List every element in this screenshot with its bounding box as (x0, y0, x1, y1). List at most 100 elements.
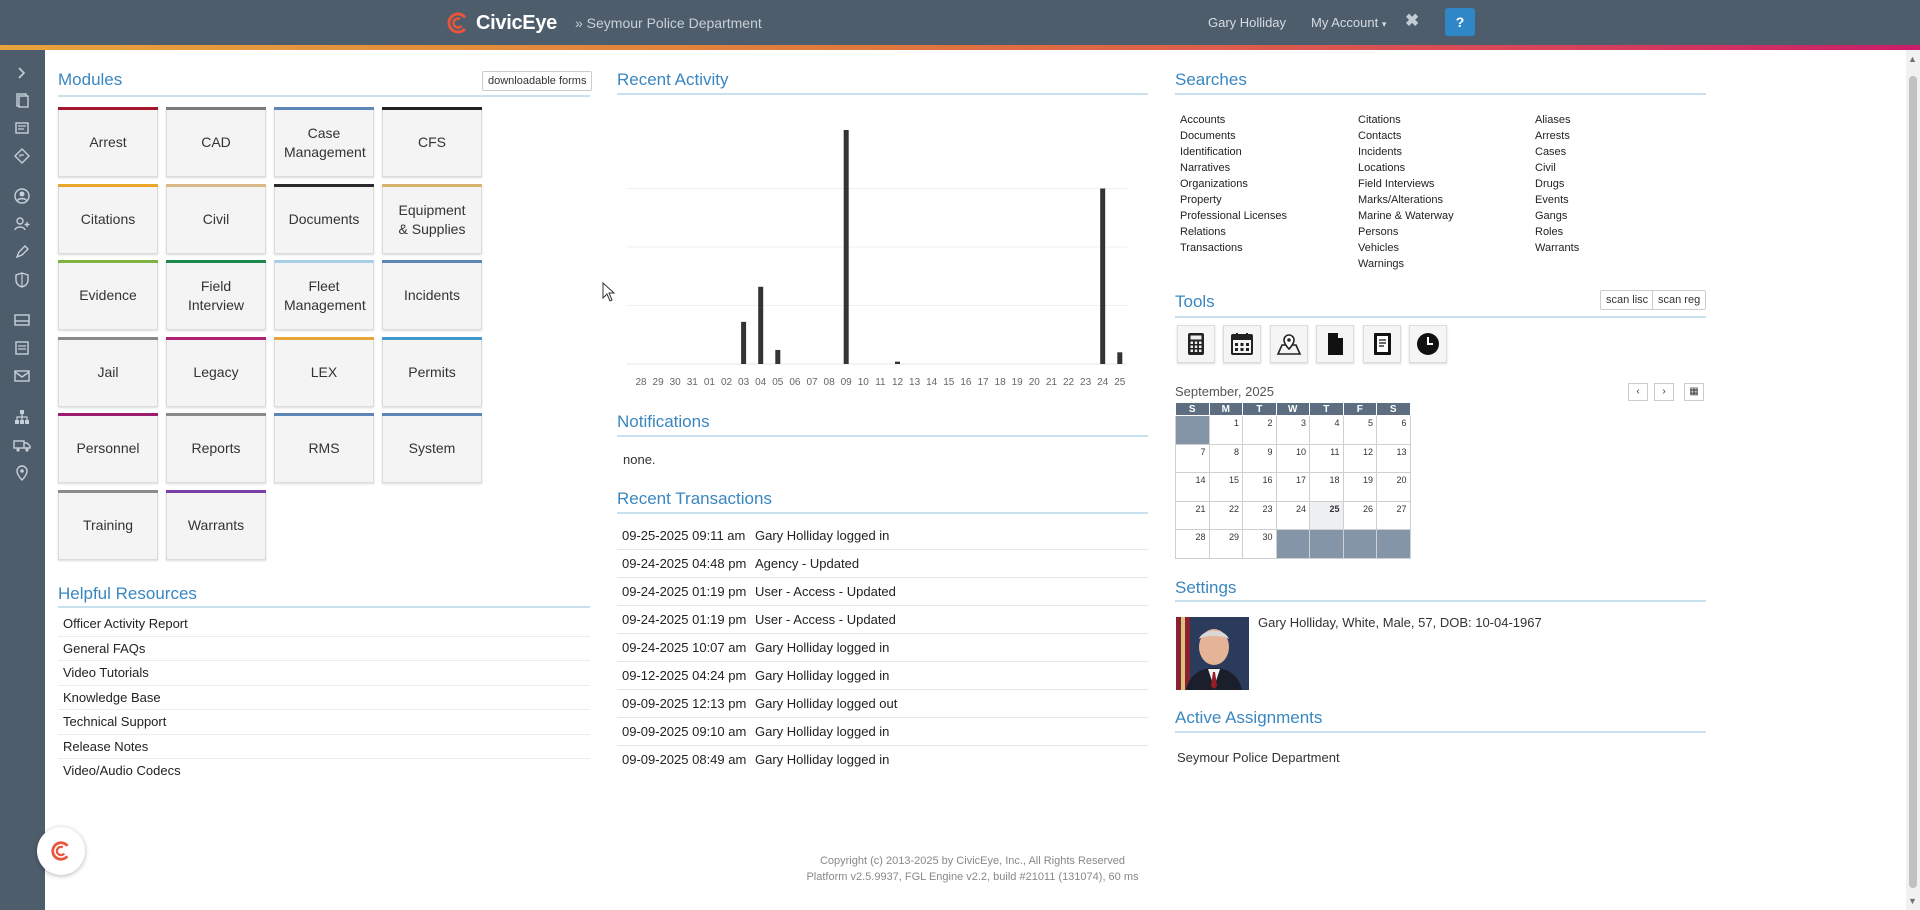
module-arrest[interactable]: Arrest (58, 107, 158, 177)
copy-icon[interactable] (13, 91, 31, 109)
list-icon[interactable] (13, 339, 31, 357)
calendar-icon[interactable] (1223, 325, 1261, 363)
search-link[interactable]: Warrants (1535, 242, 1580, 254)
calendar-day[interactable]: 15 (1208, 472, 1243, 502)
calendar-next-button[interactable]: › (1654, 383, 1674, 401)
directions-icon[interactable] (13, 147, 31, 165)
resource-link[interactable]: Officer Activity Report (58, 612, 590, 637)
module-jail[interactable]: Jail (58, 337, 158, 407)
calendar-day[interactable]: 17 (1275, 472, 1310, 502)
calendar-day[interactable]: 24 (1275, 500, 1310, 530)
module-permits[interactable]: Permits (382, 337, 482, 407)
search-link[interactable]: Documents (1180, 130, 1236, 142)
calendar-day[interactable]: 29 (1208, 529, 1243, 559)
search-link[interactable]: Locations (1358, 162, 1406, 174)
search-link[interactable]: Persons (1358, 226, 1399, 238)
search-link[interactable]: Warnings (1358, 258, 1405, 270)
add-user-icon[interactable] (13, 215, 31, 233)
calendar-day[interactable]: 12 (1342, 443, 1377, 473)
calendar-day[interactable]: 5 (1342, 415, 1377, 445)
page-scrollbar[interactable]: ▲ ▼ (1906, 50, 1920, 910)
search-link[interactable]: Civil (1535, 162, 1556, 174)
calendar-day[interactable]: 21 (1175, 500, 1210, 530)
module-legacy[interactable]: Legacy (166, 337, 266, 407)
resource-link[interactable]: Knowledge Base (58, 686, 590, 710)
resource-link[interactable]: Video Tutorials (58, 661, 590, 686)
calendar-day[interactable]: 7 (1175, 443, 1210, 473)
scroll-up-arrow-icon[interactable]: ▲ (1908, 54, 1917, 64)
user-circle-icon[interactable] (13, 187, 31, 205)
scroll-down-arrow-icon[interactable]: ▼ (1908, 896, 1917, 906)
module-lex[interactable]: LEX (274, 337, 374, 407)
truck-icon[interactable] (13, 436, 31, 454)
module-equipment-supplies[interactable]: Equipment & Supplies (382, 184, 482, 254)
calculator-icon[interactable] (1177, 325, 1215, 363)
map-marker-icon[interactable] (13, 464, 31, 482)
calendar-day[interactable]: 4 (1309, 415, 1344, 445)
calendar-day[interactable]: 26 (1342, 500, 1377, 530)
search-link[interactable]: Vehicles (1358, 242, 1399, 254)
book-icon[interactable] (1363, 325, 1401, 363)
calendar-day[interactable]: 14 (1175, 472, 1210, 502)
search-link[interactable]: Events (1535, 194, 1569, 206)
downloadable-forms-button[interactable]: downloadable forms (482, 71, 593, 91)
calendar-day[interactable]: 2 (1242, 415, 1277, 445)
calendar-day[interactable]: 28 (1175, 529, 1210, 559)
module-evidence[interactable]: Evidence (58, 260, 158, 330)
module-system[interactable]: System (382, 413, 482, 483)
search-link[interactable]: Citations (1358, 114, 1401, 126)
search-link[interactable]: Arrests (1535, 130, 1570, 142)
resource-link[interactable]: Technical Support (58, 710, 590, 735)
chat-launcher-button[interactable] (37, 827, 85, 875)
module-reports[interactable]: Reports (166, 413, 266, 483)
module-warrants[interactable]: Warrants (166, 490, 266, 560)
calendar-day[interactable]: 23 (1242, 500, 1277, 530)
resource-link[interactable]: Release Notes (58, 735, 590, 759)
module-fleet-management[interactable]: Fleet Management (274, 260, 374, 330)
search-link[interactable]: Marine & Waterway (1358, 210, 1454, 222)
search-link[interactable]: Drugs (1535, 178, 1565, 190)
user-name-link[interactable]: Gary Holliday (1208, 15, 1287, 30)
search-link[interactable]: Marks/Alterations (1358, 194, 1443, 206)
search-link[interactable]: Organizations (1180, 178, 1248, 190)
search-link[interactable]: Identification (1180, 146, 1242, 158)
calendar-day[interactable]: 6 (1376, 415, 1411, 445)
expand-chevron-icon[interactable] (13, 64, 31, 82)
mail-icon[interactable] (13, 367, 31, 385)
module-incidents[interactable]: Incidents (382, 260, 482, 330)
search-link[interactable]: Accounts (1180, 114, 1226, 126)
module-documents[interactable]: Documents (274, 184, 374, 254)
search-link[interactable]: Field Interviews (1358, 178, 1435, 190)
search-link[interactable]: Relations (1180, 226, 1226, 238)
help-button[interactable]: ? (1445, 8, 1475, 36)
calendar-day[interactable]: 11 (1309, 443, 1344, 473)
clock-icon[interactable] (1409, 325, 1447, 363)
resource-link[interactable]: Video/Audio Codecs (63, 763, 181, 778)
calendar-day[interactable]: 20 (1376, 472, 1411, 502)
my-account-menu[interactable]: My Account ▾ (1311, 15, 1386, 30)
calendar-day[interactable]: 30 (1242, 529, 1277, 559)
calendar-day[interactable]: 10 (1275, 443, 1310, 473)
calendar-prev-button[interactable]: ‹ (1628, 383, 1648, 401)
scan-registration-button[interactable]: scan reg (1652, 290, 1707, 310)
module-citations[interactable]: Citations (58, 184, 158, 254)
search-link[interactable]: Cases (1535, 146, 1567, 158)
shield-icon[interactable] (13, 271, 31, 289)
scan-license-button[interactable]: scan lisc (1600, 290, 1655, 310)
calendar-day-today[interactable]: 25 (1309, 500, 1344, 530)
calendar-day[interactable]: 13 (1376, 443, 1411, 473)
calendar-day[interactable]: 18 (1309, 472, 1344, 502)
module-case-management[interactable]: Case Management (274, 107, 374, 177)
module-cad[interactable]: CAD (166, 107, 266, 177)
search-link[interactable]: Narratives (1180, 162, 1231, 174)
map-icon[interactable] (1270, 325, 1308, 363)
search-link[interactable]: Roles (1535, 226, 1564, 238)
pen-icon[interactable] (13, 243, 31, 261)
search-link[interactable]: Gangs (1535, 210, 1568, 222)
module-rms[interactable]: RMS (274, 413, 374, 483)
close-icon[interactable]: ✖ (1405, 11, 1420, 30)
card-icon[interactable] (13, 311, 31, 329)
module-training[interactable]: Training (58, 490, 158, 560)
search-link[interactable]: Aliases (1535, 114, 1571, 126)
calendar-day[interactable]: 1 (1208, 415, 1243, 445)
